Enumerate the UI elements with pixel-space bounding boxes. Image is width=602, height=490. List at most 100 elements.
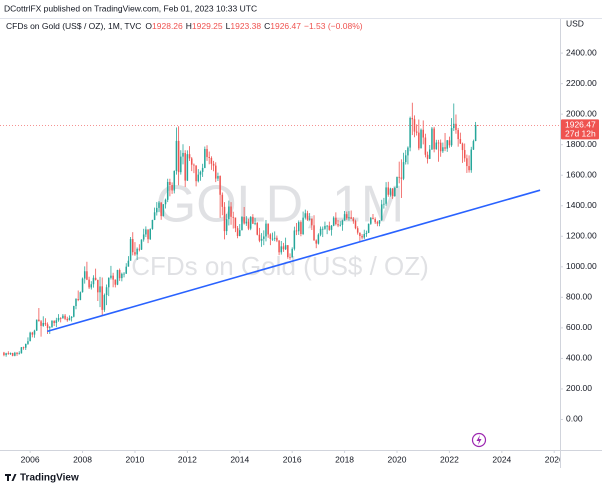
candle-body	[44, 322, 47, 325]
candle-body	[394, 187, 396, 196]
watermark-symbol: GOLD, 1M	[156, 176, 405, 234]
candle-body	[350, 217, 352, 219]
candle-body	[376, 222, 379, 224]
candle-body	[339, 224, 341, 226]
candle-body	[206, 148, 208, 158]
candle-body	[175, 140, 178, 171]
x-tick-label: 2008	[73, 454, 92, 464]
candle-body	[127, 260, 130, 267]
candle-body	[49, 327, 51, 329]
candle-body	[145, 229, 147, 235]
candle-body	[271, 238, 274, 240]
candle-body	[420, 129, 422, 149]
y-tick-label: 1600.00	[566, 169, 597, 179]
candle-body	[383, 203, 385, 205]
candle-body	[40, 321, 42, 326]
candle-body	[59, 317, 62, 319]
candle-body	[267, 223, 269, 235]
candle-body	[341, 220, 344, 225]
candle-body	[304, 213, 307, 218]
candle-body	[55, 320, 58, 323]
candle-body	[140, 239, 143, 250]
candle-body	[426, 154, 429, 159]
candle-body	[448, 140, 451, 146]
last-price-label: 1926.47	[565, 120, 596, 130]
candle-body	[184, 152, 186, 181]
candle-body	[94, 277, 97, 280]
candle-body	[31, 332, 34, 335]
candle-body	[225, 219, 228, 232]
countdown-label: 27d 12h	[565, 129, 596, 139]
candle-body	[7, 353, 10, 355]
candle-body	[53, 320, 55, 323]
candle-body	[431, 128, 433, 150]
candle-body	[46, 324, 49, 329]
candle-body	[446, 140, 448, 149]
candle-body	[110, 275, 112, 278]
candle-body	[335, 217, 337, 225]
candle-body	[88, 279, 90, 288]
candle-body	[35, 319, 38, 331]
candle-body	[116, 270, 119, 285]
candle-body	[239, 230, 241, 236]
x-tick-label: 2016	[283, 454, 302, 464]
candle-body	[3, 352, 5, 356]
candle-body	[105, 287, 108, 296]
legend-value: 1929.25	[192, 21, 223, 31]
candle-body	[466, 158, 468, 167]
candle-body	[147, 229, 149, 240]
candle-body	[273, 237, 276, 239]
candle-body	[195, 165, 197, 182]
alert-icon-bolt[interactable]	[476, 435, 482, 445]
candle-body	[396, 176, 398, 188]
candle-body	[468, 166, 470, 171]
candle-body	[258, 234, 261, 241]
tradingview-logo[interactable]: TradingView	[5, 473, 79, 484]
logo-mark[interactable]	[5, 474, 17, 481]
candle-body	[332, 217, 335, 226]
candle-body	[208, 157, 210, 158]
candle-body	[378, 220, 381, 224]
candle-body	[433, 128, 435, 150]
candle-body	[230, 206, 232, 217]
candle-body	[81, 278, 84, 293]
candle-body	[51, 320, 53, 328]
candle-body	[428, 149, 431, 159]
price-axis-unit: USD	[566, 18, 584, 28]
candle-body	[99, 286, 101, 293]
candle-body	[263, 236, 265, 239]
candle-body	[132, 239, 134, 253]
candle-body	[444, 147, 446, 149]
candle-body	[437, 142, 440, 144]
candle-body	[11, 353, 14, 356]
candle-body	[411, 117, 414, 120]
candle-body	[171, 184, 173, 191]
y-tick-label: 200.00	[566, 383, 592, 393]
candle-body	[442, 147, 444, 152]
candle-body	[295, 230, 298, 232]
candle-body	[70, 316, 73, 318]
candle-body	[201, 167, 204, 172]
candle-body	[380, 204, 383, 221]
candle-body	[204, 148, 206, 168]
candle-body	[289, 257, 291, 258]
y-tick-label: 400.00	[566, 353, 592, 363]
alert-icon[interactable]	[471, 432, 487, 448]
candle-body	[92, 277, 95, 285]
candle-body	[284, 245, 287, 250]
logo-text[interactable]: TradingView	[20, 473, 79, 484]
legend-key: H	[186, 21, 192, 31]
x-tick-label: 2026	[545, 454, 564, 464]
candle-body	[228, 206, 230, 220]
candle-body	[101, 286, 103, 310]
x-tick-label: 2018	[335, 454, 354, 464]
candle-body	[356, 228, 359, 233]
y-tick-label: 2000.00	[566, 108, 597, 118]
y-tick-label: 600.00	[566, 322, 592, 332]
candle-body	[278, 240, 280, 253]
x-tick-label: 2024	[492, 454, 511, 464]
candle-body	[474, 125, 477, 142]
candle-body	[370, 217, 372, 224]
candle-body	[158, 202, 160, 208]
